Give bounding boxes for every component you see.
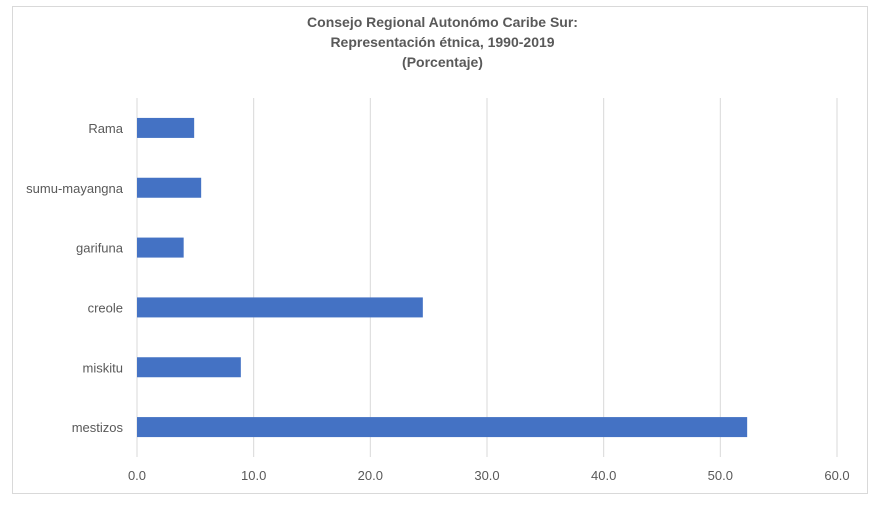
x-tick-label: 60.0 xyxy=(824,468,849,483)
chart-title-line-3: (Porcentaje) xyxy=(402,54,483,70)
chart-title-line-2: Representación étnica, 1990-2019 xyxy=(330,34,555,50)
chart-title: Consejo Regional Autonómo Caribe Sur: Re… xyxy=(0,12,885,72)
x-tick-label: 40.0 xyxy=(591,468,616,483)
chart-title-line-1: Consejo Regional Autonómo Caribe Sur: xyxy=(307,14,578,30)
category-label: Rama xyxy=(88,121,123,136)
bar-mestizos xyxy=(137,417,748,438)
category-label: miskitu xyxy=(83,360,123,375)
category-label: garifuna xyxy=(76,241,124,256)
category-label: creole xyxy=(88,300,123,315)
gridlines xyxy=(253,98,838,457)
category-labels: Rama sumu-mayangna garifuna creole miskitu me… xyxy=(26,121,124,435)
x-tick-label: 0.0 xyxy=(128,468,146,483)
x-tick-labels: 0.0 10.0 20.0 30.0 40.0 50.0 60.0 xyxy=(128,468,850,483)
x-tick-label: 20.0 xyxy=(358,468,383,483)
x-tick-label: 10.0 xyxy=(241,468,266,483)
bar-rama xyxy=(137,117,195,138)
x-tick-label: 50.0 xyxy=(708,468,733,483)
bar-garifuna xyxy=(137,237,184,258)
bar-sumu-mayangna xyxy=(137,177,202,198)
bar-miskitu xyxy=(137,357,241,378)
bars xyxy=(137,117,748,438)
category-label: sumu-mayangna xyxy=(26,181,124,196)
bar-creole xyxy=(137,297,423,318)
category-label: mestizos xyxy=(72,420,124,435)
x-tick-label: 30.0 xyxy=(474,468,499,483)
